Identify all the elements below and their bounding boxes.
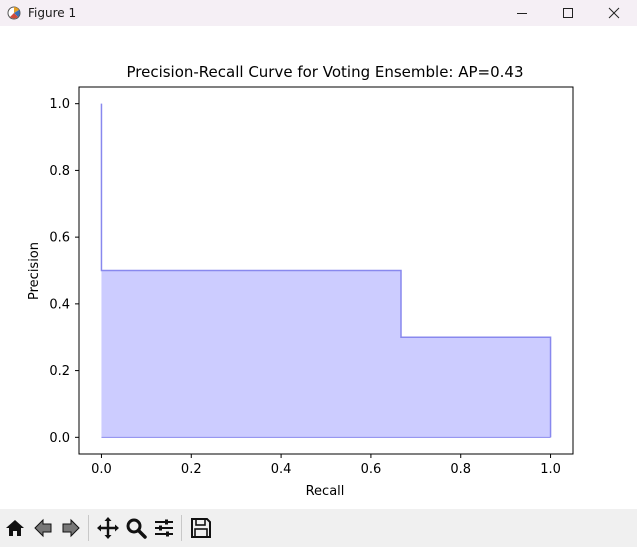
- pan-button[interactable]: [95, 513, 121, 543]
- y-tick-label: 0.0: [49, 431, 70, 446]
- navigation-toolbar: [0, 509, 637, 547]
- forward-button[interactable]: [58, 513, 84, 543]
- toolbar-separator: [181, 515, 182, 541]
- back-icon: [34, 518, 52, 538]
- y-tick-label: 0.8: [49, 164, 70, 179]
- y-axis-label: Precision: [27, 242, 42, 300]
- matplotlib-icon: [7, 6, 21, 20]
- maximize-button[interactable]: [545, 0, 591, 26]
- y-tick-label: 0.6: [49, 231, 70, 246]
- x-tick-label: 0.2: [181, 462, 202, 477]
- x-tick-label: 0.0: [91, 462, 112, 477]
- configure-subplots-icon: [155, 519, 173, 537]
- minimize-button[interactable]: [499, 0, 545, 26]
- window-controls: [499, 0, 637, 26]
- x-axis-label: Recall: [306, 484, 345, 499]
- zoom-icon: [126, 518, 147, 539]
- axes-frame: [78, 86, 574, 455]
- maximize-icon: [563, 8, 573, 18]
- y-tick-label: 0.4: [49, 297, 70, 312]
- x-tick-label: 0.6: [361, 462, 382, 477]
- configure-subplots-button[interactable]: [151, 513, 177, 543]
- x-tick-label: 0.8: [450, 462, 471, 477]
- save-icon: [191, 518, 211, 538]
- home-button[interactable]: [2, 513, 28, 543]
- minimize-icon: [517, 13, 527, 14]
- toolbar-separator: [88, 515, 89, 541]
- x-tick-label: 0.4: [271, 462, 292, 477]
- close-button[interactable]: [591, 0, 637, 26]
- pr-curve-chart: Precision-Recall Curve for Voting Ensemb…: [27, 63, 574, 499]
- title-bar: Figure 1: [0, 0, 637, 26]
- pr-curve-line: [100, 103, 552, 438]
- y-tick-label: 0.2: [49, 364, 70, 379]
- close-icon: [608, 7, 620, 19]
- chart-title: Precision-Recall Curve for Voting Ensemb…: [126, 63, 523, 81]
- forward-icon: [62, 518, 80, 538]
- window-title: Figure 1: [28, 6, 77, 20]
- x-tick-label: 1.0: [540, 462, 561, 477]
- plot-canvas[interactable]: Precision-Recall Curve for Voting Ensemb…: [0, 26, 637, 509]
- save-button[interactable]: [188, 513, 214, 543]
- back-button[interactable]: [30, 513, 56, 543]
- home-icon: [6, 520, 24, 536]
- pan-icon: [97, 517, 119, 539]
- zoom-button[interactable]: [123, 513, 149, 543]
- y-tick-label: 1.0: [49, 97, 70, 112]
